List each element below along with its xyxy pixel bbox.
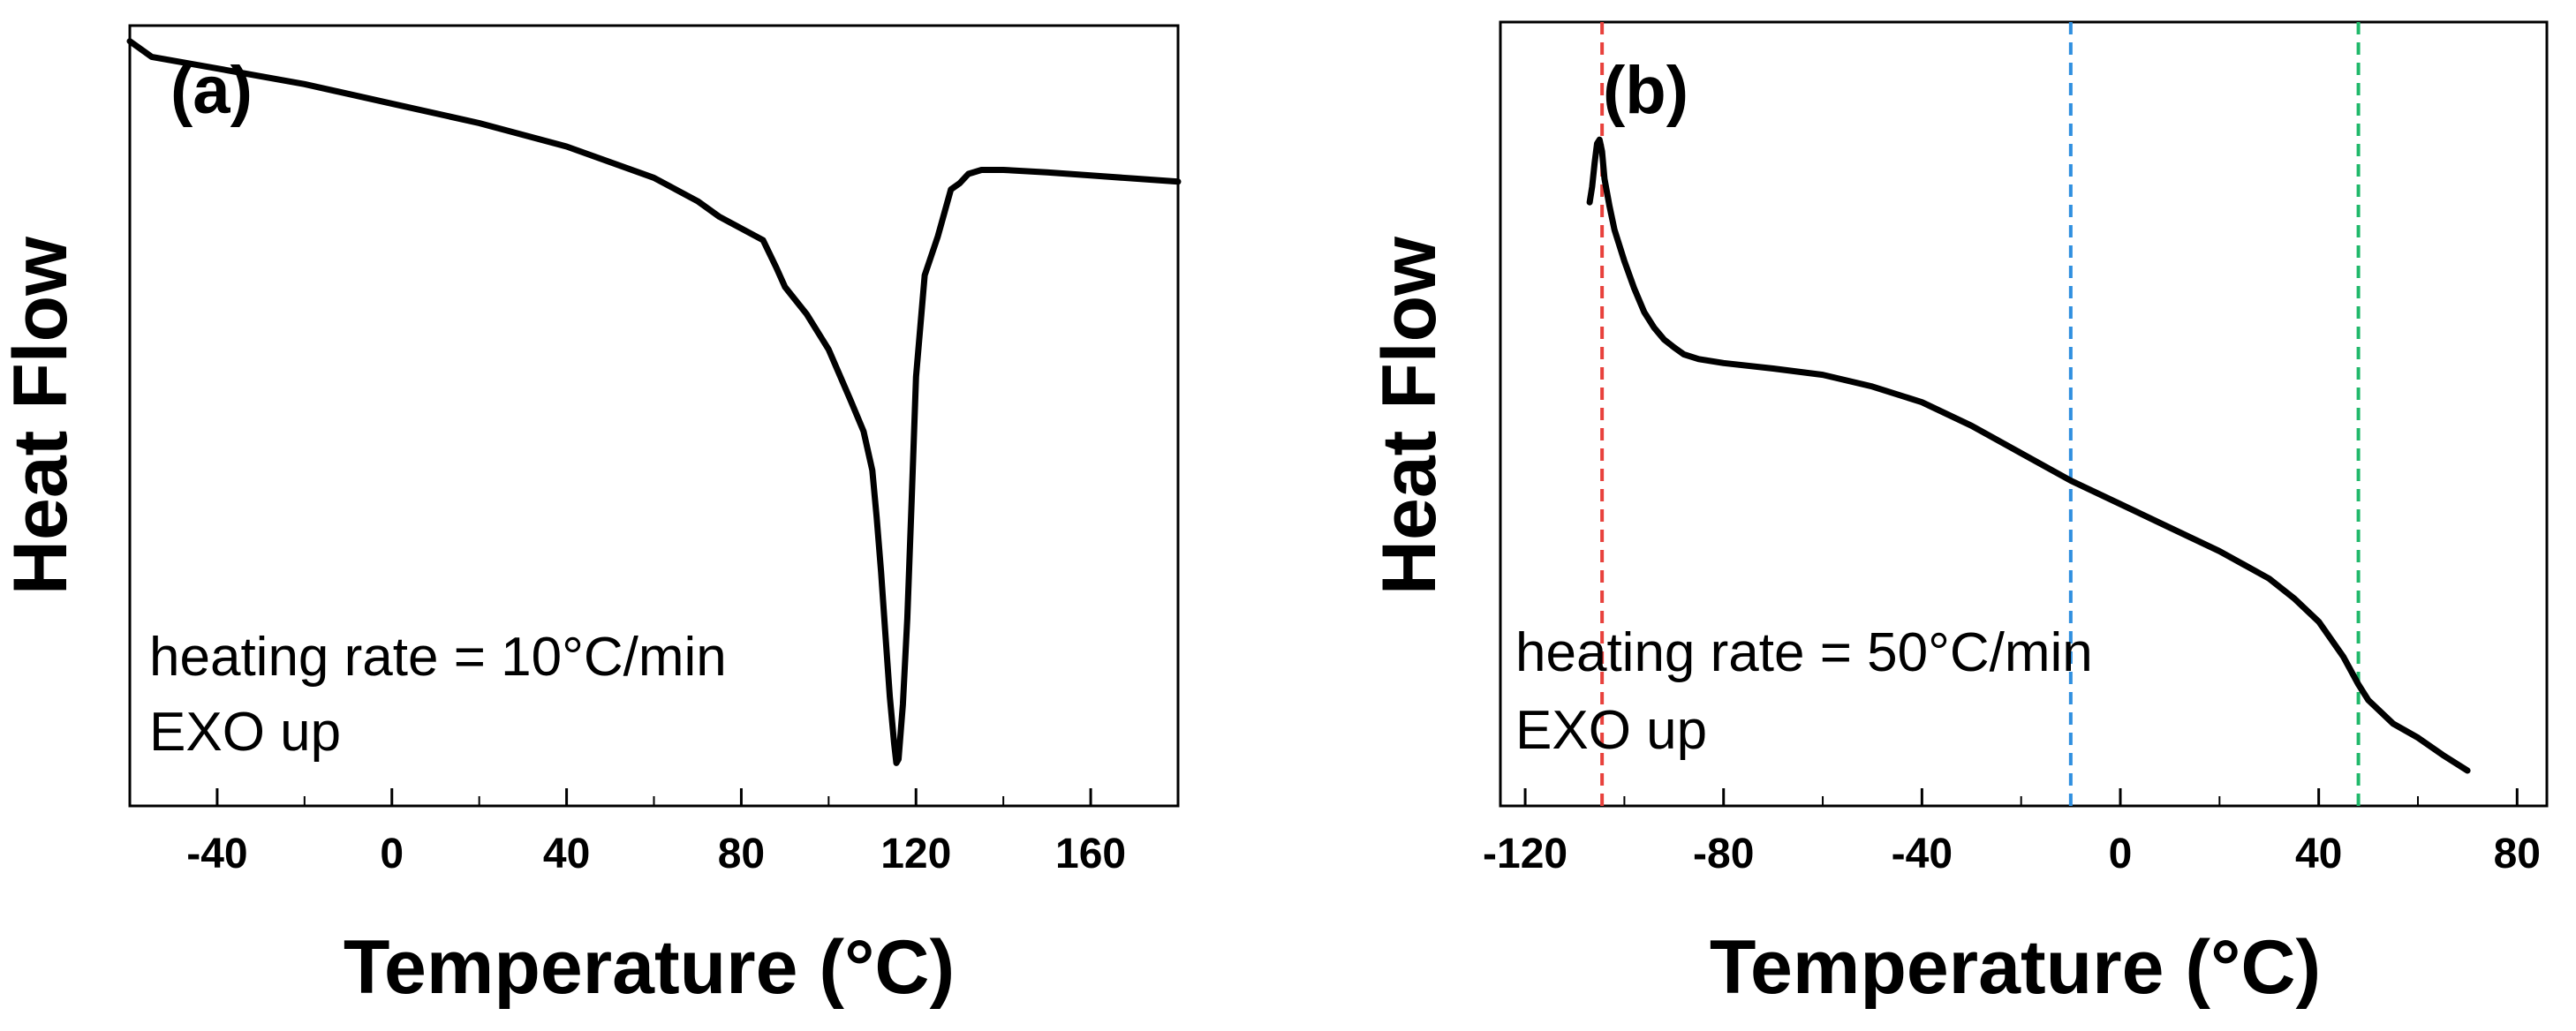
panel-b-curve-group <box>1586 136 2471 774</box>
x-tick-label: 80 <box>718 831 765 877</box>
x-tick-label: 0 <box>380 831 404 877</box>
x-tick-label: 80 <box>2494 831 2541 877</box>
x-tick-label: 120 <box>880 831 951 877</box>
panel-b-x-ticks <box>1523 788 2519 806</box>
x-tick-label: -120 <box>1483 831 1568 877</box>
panel-a-x-axis-label: Temperature (°C) <box>344 925 955 1010</box>
x-tick-label: 40 <box>543 831 590 877</box>
panel-b-y-axis-label: Heat Flow <box>1367 236 1452 595</box>
x-tick-label: -80 <box>1693 831 1754 877</box>
panel-a-curve-group <box>126 38 1182 766</box>
panel-b-exo-annotation: EXO up <box>1515 700 1707 761</box>
x-tick-label: -40 <box>1892 831 1953 877</box>
panel-a-label: (a) <box>170 53 253 128</box>
panel-b-heating-rate-annotation: heating rate = 50°C/min <box>1515 622 2093 683</box>
dsc-curve <box>1586 136 2471 774</box>
panel-a-x-ticks <box>129 788 1179 806</box>
panel-b-x-tick-labels: -120 -80 -40 0 40 80 <box>1483 831 2541 877</box>
panel-a-x-tick-labels: -40 0 40 80 120 160 <box>186 831 1126 877</box>
x-tick-label: 0 <box>2109 831 2133 877</box>
panel-a: -40 0 40 80 120 160 (a) heating rate = 10°C/m… <box>0 24 1182 1010</box>
panel-b-reference-lines <box>1600 22 2361 806</box>
panel-b-label: (b) <box>1603 53 1688 128</box>
panel-b-plot-frame <box>1499 20 2549 808</box>
panel-a-exo-annotation: EXO up <box>149 702 341 763</box>
panel-a-heating-rate-annotation: heating rate = 10°C/min <box>149 627 727 688</box>
dsc-curve <box>126 38 1182 766</box>
panel-b-x-axis-label: Temperature (°C) <box>1710 925 2321 1010</box>
x-tick-label: 40 <box>2295 831 2342 877</box>
x-tick-label: 160 <box>1055 831 1126 877</box>
panel-b: -120 -80 -40 0 40 80 (b) heating rate = 50°C/… <box>1367 20 2549 1010</box>
panel-a-plot-frame <box>128 24 1180 808</box>
panel-a-y-axis-label: Heat Flow <box>0 236 83 595</box>
x-tick-label: -40 <box>186 831 247 877</box>
